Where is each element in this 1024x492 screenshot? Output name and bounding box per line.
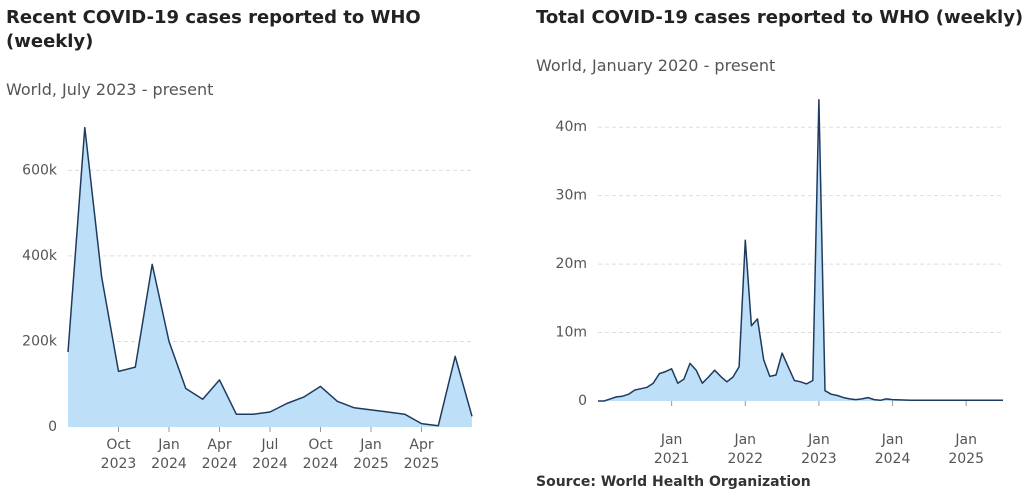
x-tick-label: Jan 2023 bbox=[801, 432, 837, 467]
source: Source: World Health Organization bbox=[536, 474, 811, 490]
line bbox=[67, 126, 473, 427]
y-tick-label: 10m bbox=[556, 325, 587, 341]
x-tick-label: Apr 2024 bbox=[202, 437, 238, 470]
x-tick-label: Jan 2021 bbox=[654, 432, 690, 467]
chart-title: Recent COVID-19 cases reported to WHO (w… bbox=[6, 7, 421, 52]
y-tick-label: 600k bbox=[22, 162, 58, 178]
x-tick-label: Oct 2023 bbox=[101, 437, 137, 470]
x-tick-label: Jul 2024 bbox=[252, 437, 288, 470]
y-tick-label: 40m bbox=[556, 119, 587, 135]
y-tick-label: 0 bbox=[578, 393, 587, 409]
chart-subtitle: World, July 2023 - present bbox=[6, 80, 214, 99]
chart-subtitle: World, January 2020 - present bbox=[536, 56, 776, 75]
area bbox=[598, 99, 1003, 402]
y-tick-label: 20m bbox=[556, 256, 587, 272]
y-tick-label: 0 bbox=[48, 419, 57, 435]
y-tick-label: 200k bbox=[22, 333, 58, 349]
area bbox=[68, 127, 472, 427]
line bbox=[598, 99, 1003, 402]
x-tick-label: Jan 2025 bbox=[948, 432, 984, 467]
x-tick-label: Oct 2024 bbox=[303, 437, 339, 470]
chart-title: Total COVID-19 cases reported to WHO (we… bbox=[536, 7, 1024, 28]
y-tick-label: 30m bbox=[556, 188, 587, 204]
x-tick-label: Jan 2024 bbox=[151, 437, 187, 470]
x-tick-label: Jan 2025 bbox=[353, 437, 389, 470]
x-tick-label: Jan 2022 bbox=[727, 432, 763, 467]
x-tick-label: Apr 2025 bbox=[404, 437, 440, 470]
x-tick-label: Jan 2024 bbox=[875, 432, 911, 467]
charts: 0 200k 400k 600k Oct 2023 Jan 2024 Apr 2024 Jul 202… bbox=[22, 99, 1003, 470]
y-tick-label: 400k bbox=[22, 248, 58, 264]
